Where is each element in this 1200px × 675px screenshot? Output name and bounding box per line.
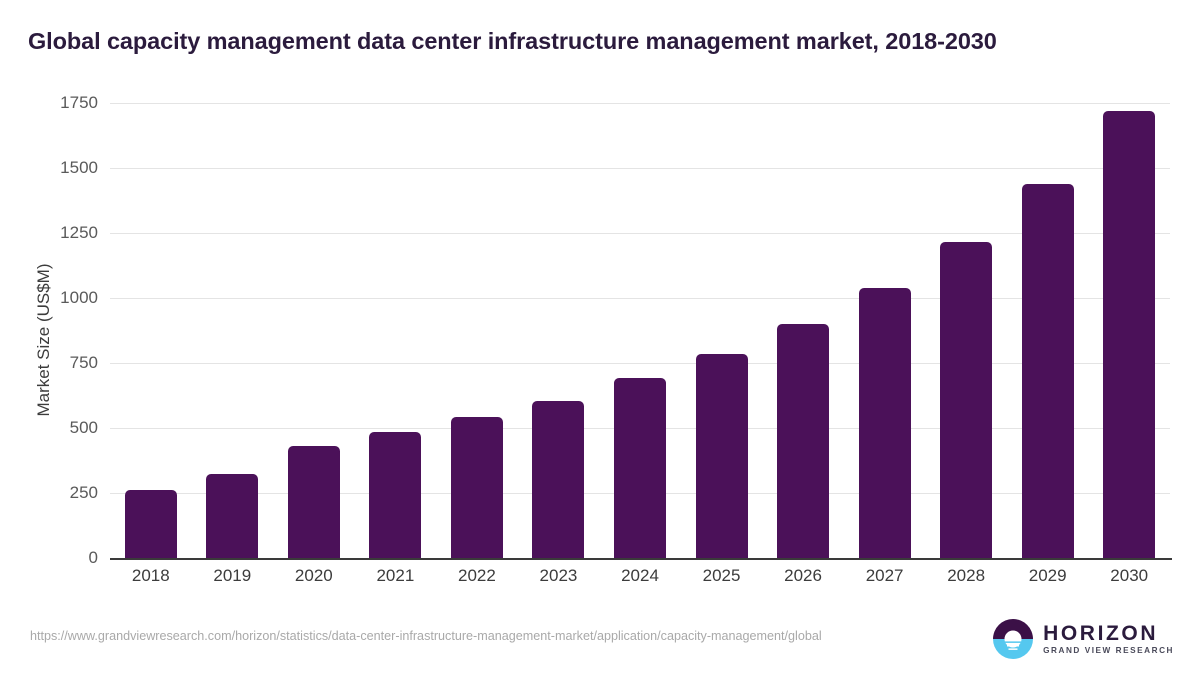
x-axis-tick-labels: 2018 2019 2020 2021 2022 2023 2024 2025 2026 2027… [110,566,1172,596]
x-axis-tick-label: 2026 [784,566,822,585]
plot-area [110,103,1170,558]
bar[interactable] [532,400,585,558]
bar[interactable] [124,489,177,558]
x-axis-tick-label: 2028 [947,566,986,585]
y-axis-tick-label: 0 [88,548,98,567]
logo-wordmark: HORIZON [1043,621,1159,645]
x-axis-tick-label: 2023 [539,566,578,585]
x-axis-tick-label: 2019 [213,566,252,585]
y-axis-tick-label: 1000 [60,288,98,307]
bar[interactable] [777,324,830,558]
y-axis-tick-label: 1750 [60,93,98,112]
y-axis-tick-label: 250 [69,483,98,502]
horizon-logo-text: HORIZON GRAND VIEW RESEARCH [1043,623,1174,655]
x-axis-tick-label: 2024 [621,566,659,585]
gridline [110,298,1170,299]
bar[interactable] [287,445,340,558]
x-axis-tick-label: 2027 [865,566,904,585]
x-axis-tick-label: 2018 [131,566,170,585]
y-axis-tick-labels: 0 250 500 750 1000 1250 1500 1750 [20,0,98,675]
x-axis-line [110,558,1172,560]
bar[interactable] [858,287,911,558]
bar[interactable] [1103,110,1156,558]
x-axis-tick-label: 2029 [1028,566,1067,585]
x-axis-tick-label: 2020 [294,566,333,585]
x-axis-tick-label: 2021 [376,566,415,585]
y-axis-tick-label: 1250 [60,223,98,242]
bar[interactable] [614,378,666,558]
x-axis-tick-label: 2025 [702,566,741,585]
bar[interactable] [940,241,993,558]
y-axis-tick-label: 1500 [60,158,98,177]
y-axis-tick-label: 750 [69,353,98,372]
bar[interactable] [1021,184,1074,558]
bar[interactable] [369,432,422,558]
page-title: Global capacity management data center i… [28,28,997,54]
bar[interactable] [206,474,259,558]
bar[interactable] [695,353,748,558]
x-axis-tick-label: 2030 [1110,566,1149,585]
x-axis-tick-label: 2022 [458,566,496,585]
gridline [110,168,1170,169]
gridline [110,233,1170,234]
bar[interactable] [450,417,503,558]
gridline [110,103,1170,104]
logo-tagline: GRAND VIEW RESEARCH [1043,645,1174,655]
horizon-logo[interactable]: HORIZON GRAND VIEW RESEARCH [992,618,1174,660]
source-url[interactable]: https://www.grandviewresearch.com/horizo… [30,629,822,643]
horizon-logo-icon [993,619,1034,659]
y-axis-tick-label: 500 [69,418,98,437]
gridline [110,363,1170,364]
